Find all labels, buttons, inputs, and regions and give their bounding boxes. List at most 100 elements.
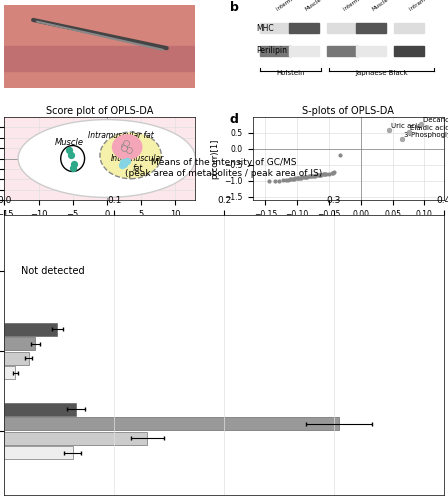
Point <box>288 175 295 183</box>
Bar <box>289 46 319 56</box>
Point <box>294 174 302 182</box>
Point <box>296 174 303 182</box>
Point <box>304 172 311 180</box>
Point <box>316 171 323 179</box>
Text: 3-Phosphoglyceric acid: 3-Phosphoglyceric acid <box>404 132 448 138</box>
Title: Means of the intensity of GC/MS
(peak area of metabolites / peak area of IS): Means of the intensity of GC/MS (peak ar… <box>125 158 323 178</box>
X-axis label: 1.00001 * t[11]: 1.00001 * t[11] <box>68 224 132 234</box>
Bar <box>4 323 57 336</box>
Bar <box>4 338 35 350</box>
Point <box>418 120 425 128</box>
Text: Muscle: Muscle <box>371 0 389 12</box>
Text: Not detected: Not detected <box>21 266 85 276</box>
Bar <box>356 24 386 33</box>
Text: MHC: MHC <box>256 24 274 32</box>
Bar <box>4 403 76 416</box>
Bar <box>394 24 424 33</box>
Point <box>301 173 308 181</box>
Title: Score plot of OPLS-DA: Score plot of OPLS-DA <box>46 106 154 116</box>
Bar <box>4 366 15 379</box>
Point <box>310 172 317 179</box>
Point <box>322 170 329 178</box>
Point <box>328 169 335 177</box>
Point <box>399 134 406 142</box>
Point <box>290 174 297 182</box>
Point <box>302 172 310 180</box>
Point <box>315 171 323 179</box>
Text: Decanoic acid: Decanoic acid <box>423 117 448 123</box>
Point <box>265 178 272 186</box>
Bar <box>4 352 29 364</box>
Point <box>121 160 128 168</box>
Point <box>299 174 306 182</box>
Point <box>70 160 78 168</box>
Point <box>282 176 289 184</box>
Text: Intermuscular fat: Intermuscular fat <box>342 0 384 12</box>
Point <box>122 139 129 147</box>
Text: Holstein: Holstein <box>276 70 305 75</box>
Text: d: d <box>230 113 239 126</box>
Point <box>405 128 412 136</box>
Point <box>293 174 300 182</box>
Bar <box>356 46 386 56</box>
Point <box>300 173 307 181</box>
Bar <box>260 24 291 33</box>
Bar <box>327 46 358 56</box>
Point <box>295 174 302 182</box>
Bar <box>4 46 195 72</box>
Point <box>325 170 332 177</box>
Point <box>331 168 338 176</box>
Point <box>121 144 128 152</box>
Point <box>306 172 314 180</box>
Point <box>320 170 327 178</box>
Text: Intramuscular fat: Intramuscular fat <box>87 131 153 140</box>
Text: Muscle: Muscle <box>304 0 323 12</box>
Bar <box>327 24 358 33</box>
Point <box>286 176 293 184</box>
Point <box>292 174 299 182</box>
Point <box>305 172 312 180</box>
Point <box>289 175 296 183</box>
Point <box>66 146 73 154</box>
Point <box>280 176 287 184</box>
Bar <box>260 46 291 56</box>
Point <box>318 171 325 179</box>
Text: Muscle: Muscle <box>55 138 84 147</box>
Bar <box>4 432 147 444</box>
Point <box>309 172 316 180</box>
Bar <box>4 418 339 430</box>
Y-axis label: p(corr)[1]: p(corr)[1] <box>210 138 219 178</box>
Text: Japnaese Black: Japnaese Black <box>355 70 408 75</box>
Text: b: b <box>230 1 239 14</box>
X-axis label: p[1]: p[1] <box>340 224 357 234</box>
Bar <box>289 24 319 33</box>
Point <box>329 168 336 176</box>
Point <box>120 158 127 166</box>
Point <box>68 152 75 160</box>
Point <box>308 172 315 180</box>
Text: Intermuscular fat: Intermuscular fat <box>276 0 318 12</box>
Text: Uric acid: Uric acid <box>392 124 422 130</box>
Point <box>313 172 320 179</box>
Point <box>284 176 291 184</box>
Point <box>125 146 132 154</box>
Text: Elaidic acid: Elaidic acid <box>410 126 448 132</box>
Point <box>119 160 126 168</box>
Point <box>311 172 319 179</box>
Bar <box>394 46 424 56</box>
Point <box>120 142 127 150</box>
Ellipse shape <box>100 132 161 178</box>
Point <box>323 170 330 178</box>
Point <box>386 126 393 134</box>
Ellipse shape <box>112 134 142 160</box>
Point <box>297 174 305 182</box>
Point <box>337 150 344 158</box>
Point <box>319 170 326 178</box>
Point <box>271 177 279 185</box>
Ellipse shape <box>18 120 195 198</box>
Point <box>123 156 130 164</box>
Point <box>276 176 283 184</box>
Point <box>69 164 76 172</box>
Title: S-plots of OPLS-DA: S-plots of OPLS-DA <box>302 106 394 116</box>
Text: Intramuscular fat: Intramuscular fat <box>409 0 448 12</box>
